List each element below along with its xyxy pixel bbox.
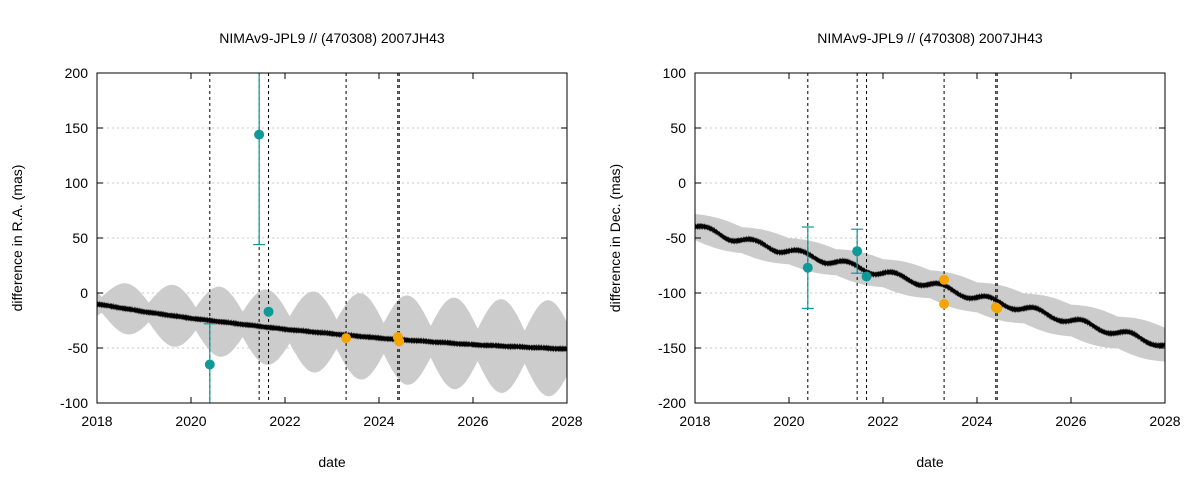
y-tick-label: -150	[658, 340, 686, 356]
uncertainty-band	[695, 213, 1165, 362]
x-tick-label: 2026	[1055, 413, 1086, 429]
y-tick-label: 100	[663, 65, 687, 81]
y-tick-label: -100	[60, 395, 88, 411]
y-tick-label: 200	[65, 65, 89, 81]
x-tick-label: 2026	[457, 413, 488, 429]
chart-title: NIMAv9-JPL9 // (470308) 2007JH43	[219, 30, 445, 46]
data-point	[861, 271, 872, 282]
y-tick-label: -50	[68, 340, 88, 356]
x-tick-label: 2024	[961, 413, 992, 429]
data-point	[939, 274, 950, 285]
x-tick-label: 2022	[269, 413, 300, 429]
y-tick-label: -50	[666, 230, 686, 246]
model-curve	[97, 300, 567, 353]
y-tick-label: -100	[658, 285, 686, 301]
x-tick-label: 2018	[679, 413, 710, 429]
x-axis-label: date	[916, 454, 943, 470]
chart-panel-1: 2018 2020 2022 2024 2026 2028 -100 -50 0 50 100 150…	[9, 30, 583, 470]
x-tick-label: 2028	[551, 413, 582, 429]
x-tick-label: 2018	[81, 413, 112, 429]
x-tick-label: 2020	[175, 413, 206, 429]
chart-title: NIMAv9-JPL9 // (470308) 2007JH43	[817, 30, 1043, 46]
y-tick-label: 0	[80, 285, 88, 301]
x-tick-label: 2024	[363, 413, 394, 429]
x-tick-label: 2020	[773, 413, 804, 429]
x-tick-label: 2028	[1149, 413, 1180, 429]
data-point	[254, 129, 265, 140]
chart-panel-2: 2018 2020 2022 2024 2026 2028 -200 -150 -100 -50 0…	[607, 30, 1181, 470]
data-point	[802, 262, 813, 273]
data-point	[939, 299, 950, 309]
data-point	[992, 303, 1003, 314]
data-point	[394, 336, 405, 347]
data-point	[263, 306, 274, 317]
data-point	[204, 359, 215, 370]
y-tick-label: 0	[678, 175, 686, 191]
y-tick-label: 150	[65, 120, 89, 136]
y-axis-label: difference in R.A. (mas)	[9, 165, 25, 312]
y-tick-label: 100	[65, 175, 89, 191]
data-point	[852, 246, 863, 257]
model-curve	[695, 222, 1165, 350]
x-tick-label: 2022	[867, 413, 898, 429]
y-tick-label: -200	[658, 395, 686, 411]
y-tick-label: 50	[670, 120, 686, 136]
x-axis-label: date	[318, 454, 345, 470]
y-tick-label: 50	[72, 230, 88, 246]
data-point	[341, 333, 352, 344]
y-axis-label: difference in Dec. (mas)	[607, 164, 623, 312]
uncertainty-band	[97, 283, 567, 397]
